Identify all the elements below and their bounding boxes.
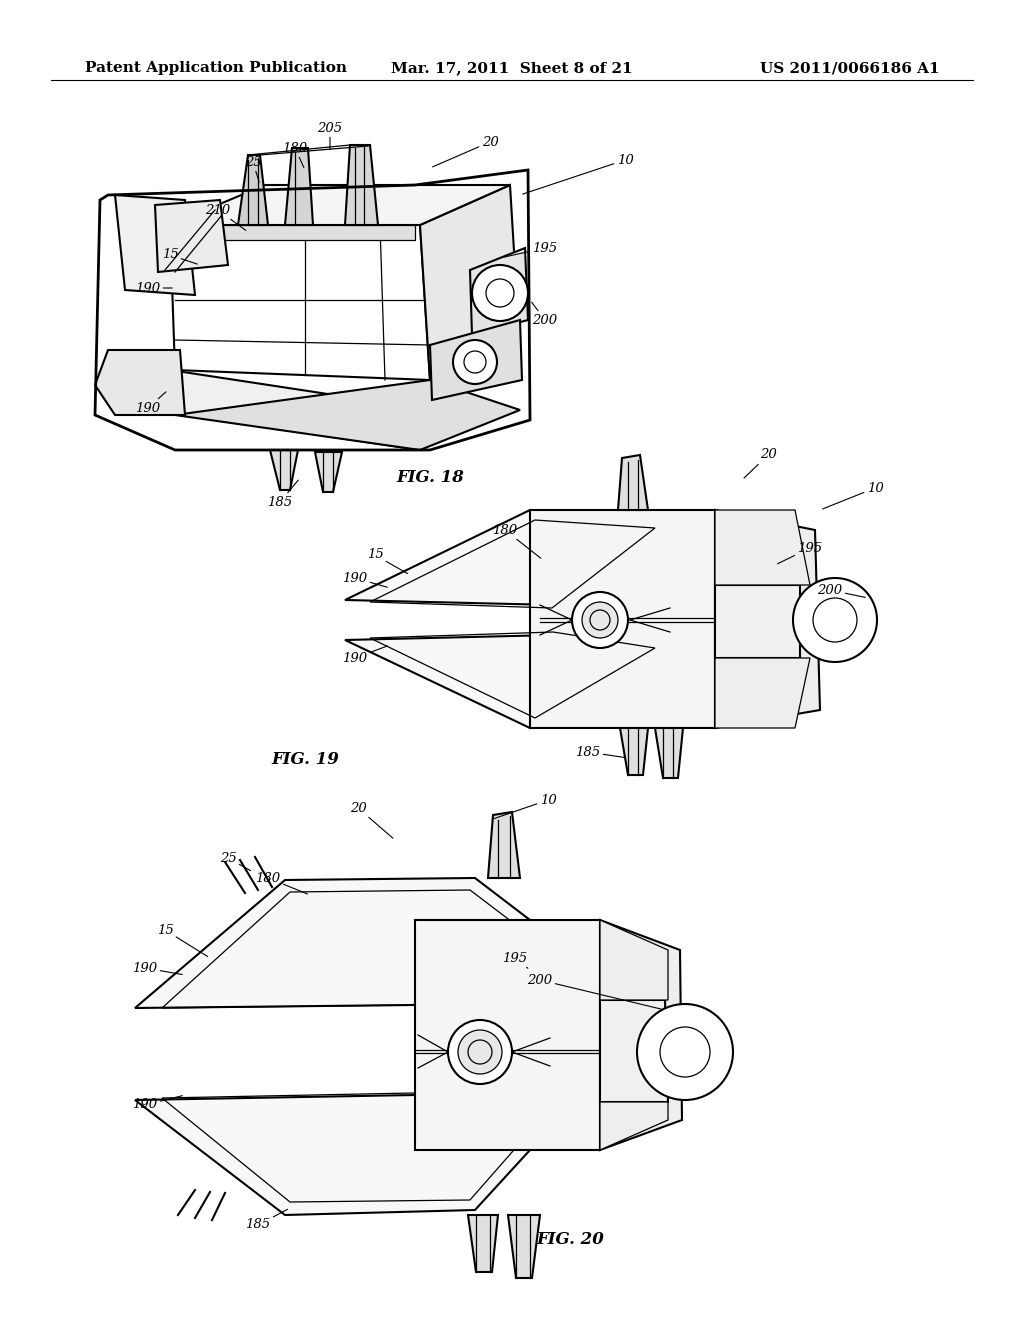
Polygon shape [215,224,415,240]
Polygon shape [530,510,715,729]
Circle shape [453,341,497,384]
Text: 195: 195 [777,541,822,564]
Text: 15: 15 [162,248,198,264]
Polygon shape [170,224,430,380]
Circle shape [572,591,628,648]
Text: 10: 10 [822,482,884,510]
Text: 185: 185 [575,746,626,759]
Text: 185: 185 [267,480,298,508]
Text: 195: 195 [503,242,557,257]
Polygon shape [315,451,342,492]
Polygon shape [175,380,520,450]
Text: 180: 180 [493,524,541,558]
Text: 200: 200 [817,583,865,598]
Circle shape [458,1030,502,1074]
Text: US 2011/0066186 A1: US 2011/0066186 A1 [761,61,940,75]
Text: FIG. 19: FIG. 19 [271,751,339,768]
Circle shape [582,602,618,638]
Polygon shape [345,510,665,605]
Text: 200: 200 [527,974,663,1010]
Polygon shape [620,729,648,775]
Text: 190: 190 [342,572,387,587]
Polygon shape [285,148,313,224]
Polygon shape [508,1214,540,1278]
Polygon shape [600,1102,668,1150]
Circle shape [793,578,877,663]
Polygon shape [95,350,185,414]
Polygon shape [430,319,522,400]
Text: 185: 185 [246,1209,288,1232]
Polygon shape [600,920,668,1001]
Text: 25: 25 [219,851,251,871]
Text: Mar. 17, 2011  Sheet 8 of 21: Mar. 17, 2011 Sheet 8 of 21 [391,61,633,75]
Text: 205: 205 [317,121,343,149]
Text: 190: 190 [132,1096,182,1111]
Text: 180: 180 [255,871,307,894]
Text: Patent Application Publication: Patent Application Publication [85,61,347,75]
Polygon shape [270,450,298,490]
Polygon shape [715,657,810,729]
Polygon shape [655,729,683,777]
Polygon shape [238,154,268,224]
Polygon shape [170,185,510,224]
Text: 195: 195 [503,952,527,969]
Polygon shape [115,195,195,294]
Polygon shape [488,812,520,878]
Polygon shape [470,248,528,335]
Text: 10: 10 [522,153,634,194]
Text: 180: 180 [283,141,307,168]
Polygon shape [135,1096,530,1214]
Circle shape [637,1005,733,1100]
Text: 15: 15 [367,549,408,574]
Text: 190: 190 [342,645,387,664]
Polygon shape [715,585,800,657]
Polygon shape [170,370,420,450]
Polygon shape [420,185,520,380]
Polygon shape [600,920,682,1150]
Text: 20: 20 [744,449,776,478]
Polygon shape [155,201,228,272]
Circle shape [449,1020,512,1084]
Polygon shape [618,455,648,510]
Text: 210: 210 [206,203,246,231]
Text: 20: 20 [349,801,393,838]
Text: 10: 10 [493,793,556,820]
Text: 25: 25 [245,156,261,182]
Polygon shape [600,1001,668,1102]
Polygon shape [715,510,820,729]
Polygon shape [468,1214,498,1272]
Polygon shape [135,878,530,1008]
Text: FIG. 20: FIG. 20 [536,1232,604,1249]
Polygon shape [415,920,600,1150]
Text: 190: 190 [135,281,172,294]
Polygon shape [345,145,378,224]
Text: 190: 190 [132,961,182,974]
Text: FIG. 18: FIG. 18 [396,470,464,487]
Circle shape [472,265,528,321]
Polygon shape [715,510,810,585]
Text: 200: 200 [531,302,557,326]
Text: 20: 20 [432,136,499,166]
Text: 15: 15 [157,924,208,957]
Text: 190: 190 [135,392,166,414]
Polygon shape [345,635,665,729]
